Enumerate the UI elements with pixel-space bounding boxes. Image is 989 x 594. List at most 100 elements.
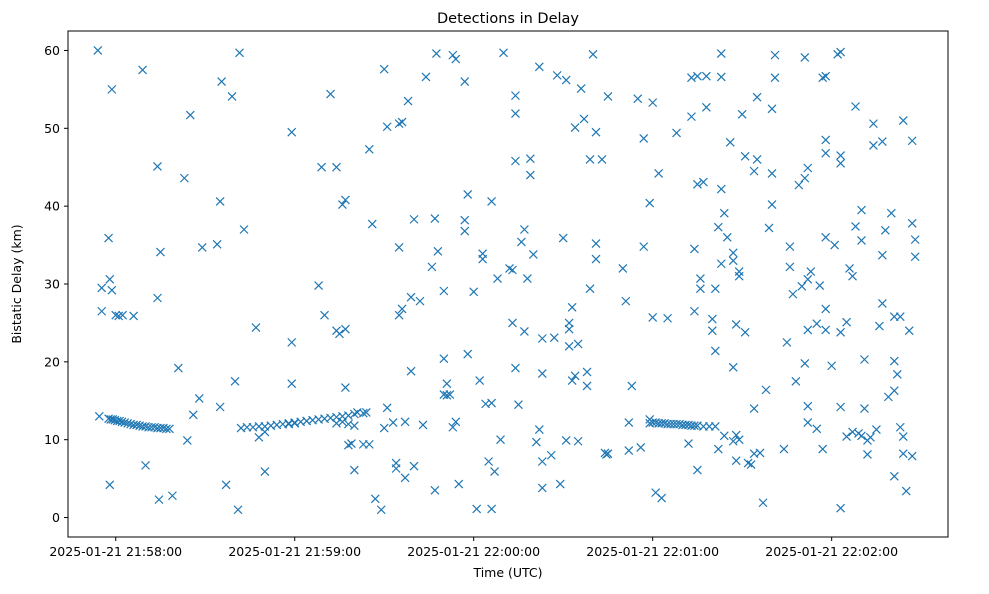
- x-tick-label: 2025-01-21 22:00:00: [407, 544, 540, 559]
- data-point: [287, 337, 297, 347]
- data-point: [690, 421, 699, 431]
- data-point: [591, 127, 601, 137]
- data-point: [722, 232, 732, 242]
- data-point: [728, 248, 738, 258]
- data-point: [349, 465, 359, 475]
- data-point: [910, 235, 920, 245]
- data-point: [448, 50, 458, 60]
- data-point: [618, 264, 628, 273]
- data-point: [349, 421, 359, 431]
- data-point: [895, 422, 905, 432]
- y-axis-label: Bistatic Delay (km): [9, 224, 24, 343]
- data-point: [874, 321, 884, 331]
- data-point: [764, 223, 774, 233]
- data-point: [827, 361, 837, 371]
- data-point: [105, 274, 115, 284]
- data-point: [394, 310, 404, 320]
- data-point: [579, 114, 589, 124]
- data-point: [358, 408, 368, 418]
- data-point: [895, 312, 905, 322]
- data-point: [752, 155, 762, 164]
- data-point: [227, 91, 237, 101]
- data-point: [749, 404, 759, 413]
- data-point: [230, 376, 240, 386]
- data-point: [621, 296, 631, 306]
- data-point: [287, 127, 297, 137]
- data-point: [511, 363, 520, 373]
- data-point: [343, 419, 353, 429]
- data-point: [215, 197, 225, 206]
- data-point: [525, 154, 535, 164]
- data-point: [803, 163, 813, 173]
- data-point: [851, 221, 860, 231]
- data-point: [123, 418, 133, 428]
- data-point: [537, 457, 547, 466]
- data-point: [803, 274, 813, 284]
- data-point: [215, 402, 225, 412]
- data-point: [188, 410, 198, 420]
- data-point: [672, 128, 681, 138]
- data-point: [585, 155, 595, 164]
- y-tick-label: 50: [44, 121, 60, 136]
- data-point: [758, 498, 768, 508]
- data-point: [639, 134, 649, 143]
- y-tick-label: 40: [44, 199, 60, 214]
- data-point: [364, 439, 374, 449]
- data-point: [737, 109, 747, 119]
- data-point: [871, 425, 881, 434]
- data-point: [728, 256, 738, 266]
- data-point: [555, 479, 565, 489]
- data-point: [868, 119, 878, 129]
- data-point: [338, 200, 347, 210]
- data-point: [821, 325, 831, 335]
- data-point: [597, 155, 607, 164]
- x-axis-label: Time (UTC): [472, 565, 542, 580]
- data-point: [710, 284, 720, 294]
- data-point: [731, 430, 741, 440]
- data-point: [107, 84, 117, 94]
- data-point: [812, 319, 822, 329]
- data-point: [716, 259, 726, 269]
- data-point: [713, 444, 723, 454]
- data-point: [516, 237, 526, 247]
- data-point: [818, 444, 828, 454]
- data-point: [370, 494, 380, 504]
- data-point: [770, 50, 780, 60]
- data-point: [713, 222, 723, 232]
- data-point: [451, 417, 461, 427]
- data-point: [886, 208, 896, 218]
- data-point: [367, 219, 377, 229]
- data-point: [320, 310, 329, 320]
- data-point: [836, 151, 846, 160]
- data-point: [118, 310, 128, 320]
- data-point: [239, 225, 249, 234]
- data-point: [382, 403, 392, 413]
- data-point: [785, 262, 795, 272]
- data-point: [552, 70, 562, 80]
- data-point: [346, 439, 356, 449]
- data-point: [692, 465, 702, 475]
- data-point: [821, 71, 831, 81]
- data-point: [692, 71, 702, 81]
- data-point: [907, 136, 917, 146]
- data-point: [639, 242, 649, 252]
- data-point: [519, 327, 529, 336]
- data-point: [570, 123, 580, 132]
- data-point: [260, 427, 270, 437]
- data-point: [848, 427, 857, 437]
- data-point: [910, 252, 920, 262]
- data-point: [179, 173, 189, 183]
- data-point: [463, 349, 473, 359]
- data-point: [93, 46, 103, 55]
- data-point: [314, 281, 324, 290]
- data-point: [591, 254, 601, 264]
- data-point: [633, 94, 643, 104]
- data-point: [800, 173, 810, 183]
- data-point: [570, 371, 580, 381]
- data-point: [379, 423, 389, 433]
- data-point: [141, 460, 150, 470]
- data-point: [167, 491, 177, 501]
- x-axis-ticks: 2025-01-21 21:58:00 2025-01-21 21:59:00 20…: [49, 537, 898, 559]
- data-point: [221, 480, 231, 490]
